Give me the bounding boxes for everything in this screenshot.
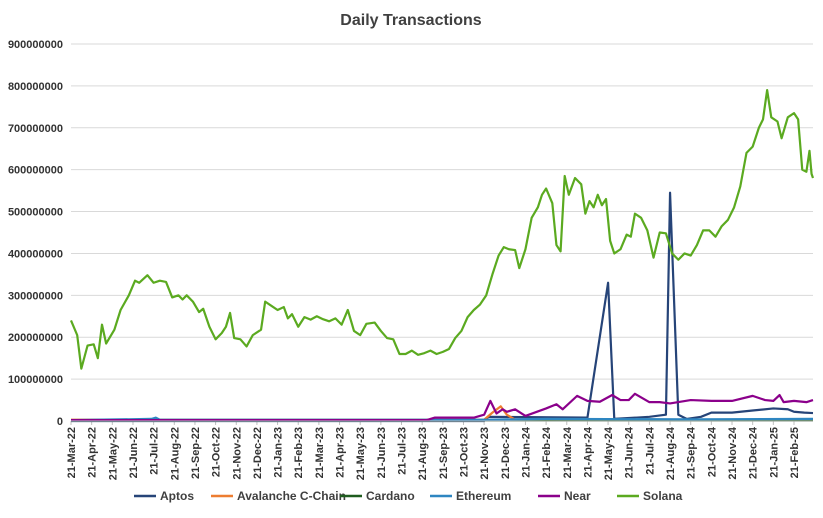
chart-title: Daily Transactions	[340, 12, 481, 29]
x-tick-label: 21-Mar-23	[314, 427, 326, 478]
legend-label: Cardano	[366, 489, 415, 503]
series-line-aptos	[71, 191, 814, 423]
x-tick-label: 21-Apr-24	[582, 426, 594, 478]
series-lines	[69, 88, 815, 423]
y-tick-label: 400000000	[8, 248, 63, 260]
x-tick-label: 21-Sep-22	[190, 427, 202, 479]
y-tick-label: 500000000	[8, 207, 63, 219]
y-tick-label: 0	[57, 416, 63, 428]
x-tick-label: 21-Dec-23	[500, 427, 512, 479]
x-tick-label: 21-Sep-24	[686, 426, 698, 479]
legend-item-aptos: Aptos	[134, 489, 194, 503]
x-tick-label: 21-Feb-25	[789, 427, 801, 478]
x-tick-label: 21-Mar-22	[66, 427, 78, 478]
x-tick-label: 21-May-22	[107, 427, 119, 480]
x-tick-label: 21-Feb-24	[541, 426, 553, 478]
x-tick-label: 21-Nov-22	[231, 427, 243, 480]
x-tick-label: 21-Oct-23	[458, 427, 470, 477]
x-tick-label: 21-Aug-22	[169, 427, 181, 480]
x-tick-label: 21-Nov-24	[727, 426, 739, 479]
legend-label: Near	[564, 489, 591, 503]
series-line-solana	[69, 88, 815, 370]
x-tick-label: 21-Apr-22	[87, 427, 99, 478]
x-tick-label: 21-Jan-24	[520, 426, 532, 478]
y-tick-label: 100000000	[8, 374, 63, 386]
y-axis-ticks: 0 100000000 200000000 300000000 400000000 500…	[8, 39, 63, 428]
x-tick-label: 21-May-23	[355, 427, 367, 480]
x-tick-label: 21-Jul-24	[644, 426, 656, 475]
y-tick-label: 600000000	[8, 165, 63, 177]
x-tick-label: 21-Oct-24	[706, 426, 718, 477]
x-tick-label: 21-Dec-22	[252, 427, 264, 479]
x-tick-label: 21-Jul-22	[149, 427, 161, 475]
x-tick-label: 21-Jul-23	[397, 427, 409, 475]
legend-label: Avalanche C-Chain	[237, 489, 346, 503]
x-tick-label: 21-Jun-24	[624, 426, 636, 478]
y-tick-label: 700000000	[8, 123, 63, 135]
x-tick-label: 21-Jan-23	[273, 427, 285, 478]
legend-item-avalanche-c-chain: Avalanche C-Chain	[211, 489, 346, 503]
legend-item-solana: Solana	[617, 489, 683, 503]
series-line-near	[71, 392, 814, 422]
legend-item-ethereum: Ethereum	[430, 489, 511, 503]
legend-item-near: Near	[538, 489, 591, 503]
x-axis-ticks: 21-Mar-22 21-Apr-22 21-May-22 21-Jun-22 21-J…	[66, 421, 801, 480]
x-tick-label: 21-May-24	[603, 426, 615, 480]
y-tick-label: 300000000	[8, 290, 63, 302]
x-tick-label: 21-Jan-25	[768, 427, 780, 478]
gridlines	[71, 43, 813, 380]
legend-label: Ethereum	[456, 489, 511, 503]
x-tick-label: 21-Apr-23	[335, 427, 347, 478]
y-tick-label: 800000000	[8, 81, 63, 93]
x-tick-label: 21-Nov-23	[479, 427, 491, 480]
x-tick-label: 21-Mar-24	[562, 426, 574, 478]
legend-label: Aptos	[160, 489, 194, 503]
x-tick-label: 21-Jun-23	[376, 427, 388, 478]
x-tick-label: 21-Aug-24	[665, 426, 677, 480]
y-tick-label: 900000000	[8, 39, 63, 51]
x-tick-label: 21-Sep-23	[438, 427, 450, 479]
x-tick-label: 21-Oct-22	[211, 427, 223, 477]
x-tick-label: 21-Dec-24	[748, 426, 760, 479]
x-tick-label: 21-Jun-22	[128, 427, 140, 478]
x-tick-label: 21-Aug-23	[417, 427, 429, 480]
legend-item-cardano: Cardano	[340, 489, 415, 503]
x-tick-label: 21-Feb-23	[293, 427, 305, 478]
legend-label: Solana	[643, 489, 683, 503]
y-tick-label: 200000000	[8, 332, 63, 344]
legend: Aptos Avalanche C-Chain Cardano Ethereum Nea…	[134, 489, 683, 503]
